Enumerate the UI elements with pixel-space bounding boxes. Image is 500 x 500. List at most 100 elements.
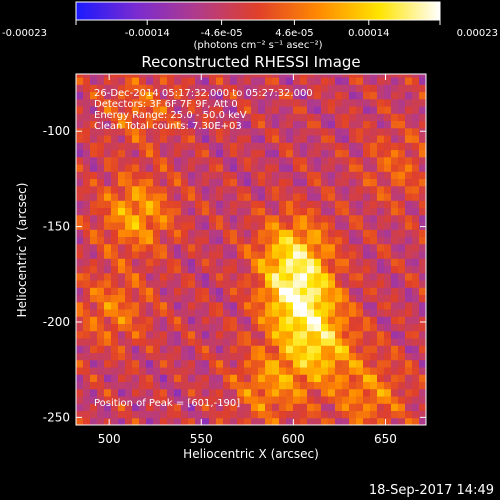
heatmap-cell [90,265,98,274]
heatmap-cell [335,396,343,404]
heatmap-cell [356,84,364,93]
heatmap-cell [97,127,105,136]
heatmap-cell [90,236,98,245]
heatmap-cell [153,236,161,245]
heatmap-cell [125,287,133,296]
heatmap-cell [265,120,273,129]
heatmap-cell [132,309,140,317]
heatmap-cell [377,106,385,114]
heatmap-cell [300,200,308,209]
heatmap-cell [426,208,434,216]
heatmap-cell [286,229,294,238]
heatmap-cell [181,178,189,187]
heatmap-cell [258,367,266,375]
heatmap-cell [300,98,308,107]
heatmap-cell [76,229,84,238]
heatmap-cell [139,84,147,93]
heatmap-cell [265,178,273,187]
heatmap-cell [307,280,315,288]
heatmap-cell [223,330,231,339]
heatmap-cell [412,316,420,325]
heatmap-cell [286,396,294,404]
heatmap-cell [405,98,413,107]
heatmap-cell [111,229,119,238]
heatmap-cell [293,294,301,303]
heatmap-cell [111,417,119,425]
heatmap-cell [356,280,364,288]
heatmap-cell [202,381,210,390]
heatmap-cell [307,113,315,122]
heatmap-cell [342,272,350,281]
heatmap-cell [216,178,224,187]
heatmap-cell [153,77,161,85]
heatmap-cell [146,156,154,165]
heatmap-cell [188,156,196,165]
heatmap-cell [286,272,294,281]
heatmap-cell [188,374,196,383]
heatmap-cell [146,388,154,397]
heatmap-cell [279,417,287,425]
heatmap-cell [293,374,301,383]
heatmap-cell [153,272,161,281]
heatmap-cell [153,113,161,122]
heatmap-cell [398,251,406,259]
heatmap-cell [342,236,350,245]
heatmap-cell [188,280,196,288]
heatmap-cell [125,164,133,172]
heatmap-cell [237,207,245,216]
heatmap-cell [209,120,217,129]
heatmap-cell [342,120,350,129]
heatmap-cell [328,185,336,194]
heatmap-cell [209,84,217,93]
heatmap-cell [391,84,399,93]
heatmap-cell [258,91,266,100]
heatmap-cell [76,207,84,216]
heatmap-cell [335,265,343,274]
heatmap-cell [286,287,294,296]
heatmap-cell [251,91,259,100]
heatmap-cell [328,106,336,114]
heatmap-cell [146,280,154,288]
heatmap-cell [237,236,245,245]
heatmap-cell [377,388,385,397]
heatmap-cell [363,367,371,375]
heatmap-cell [244,352,252,361]
heatmap-cell [181,74,189,78]
heatmap-cell [363,171,371,180]
heatmap-cell [272,272,280,281]
heatmap-cell [181,98,189,107]
heatmap-cell [195,164,203,172]
heatmap-cell [419,178,426,187]
heatmap-cell [132,214,140,223]
heatmap-cell [111,410,119,419]
heatmap-cell [377,178,385,187]
heatmap-cell [195,156,203,165]
heatmap-cell [286,142,294,151]
heatmap-cell [104,185,112,194]
heatmap-cell [307,251,315,259]
heatmap-cell [244,410,252,419]
heatmap-cell [97,77,105,85]
heatmap-cell [244,149,252,158]
heatmap-cell [216,142,224,151]
heatmap-cell [328,323,336,332]
heatmap-cell [279,91,287,100]
heatmap-cell [90,222,98,230]
heatmap-cell [188,338,196,346]
heatmap-cell [90,156,98,165]
heatmap-cell [293,381,301,390]
heatmap-cell [111,185,119,194]
heatmap-cell [286,84,294,93]
heatmap-cell [321,345,329,354]
heatmap-cell [391,106,399,114]
heatmap-cell [356,142,364,151]
heatmap-cell [272,388,280,397]
heatmap-cell [153,410,161,419]
heatmap-cell [202,345,210,354]
heatmap-cell [167,243,175,252]
heatmap-cell [167,316,175,325]
heatmap-cell [146,410,154,419]
heatmap-cell [188,272,196,281]
heatmap-cell [181,272,189,281]
heatmap-cell [230,280,238,288]
